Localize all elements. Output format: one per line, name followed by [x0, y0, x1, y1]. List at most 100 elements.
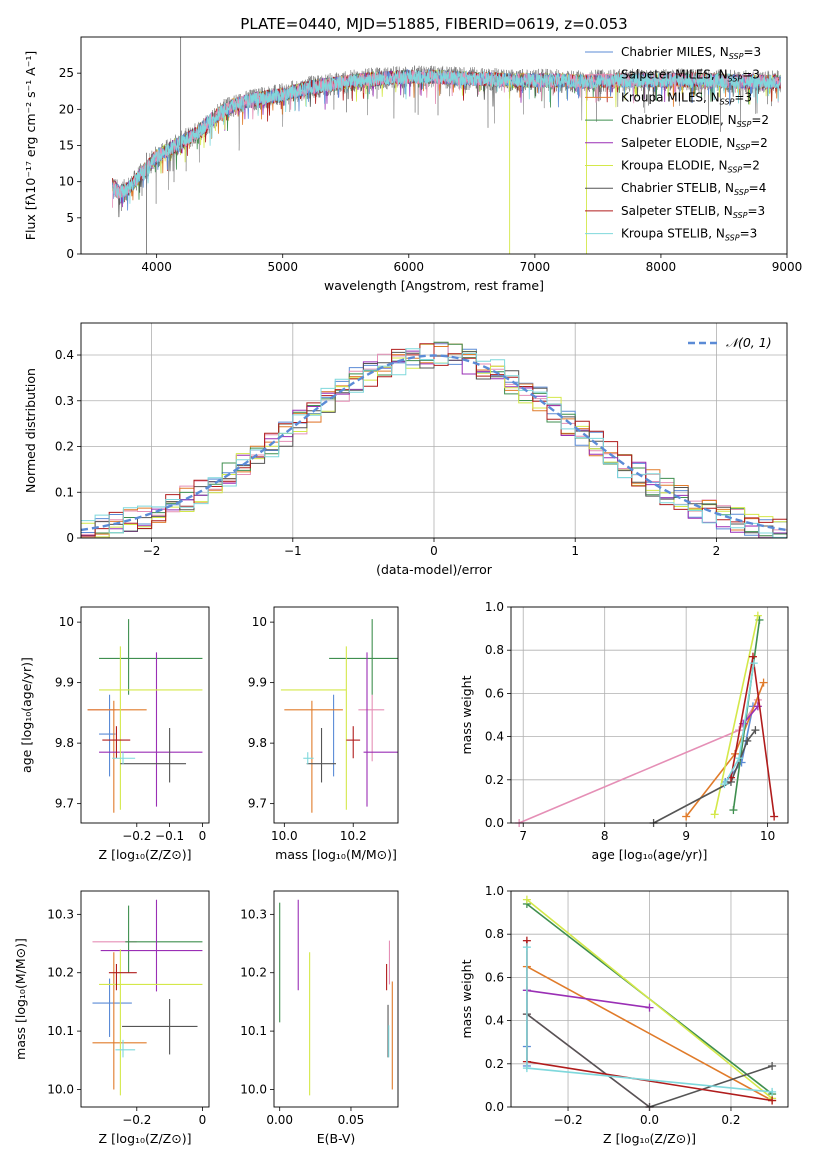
- legend-sub: SSP: [735, 143, 750, 152]
- legend-text: Chabrier STELIB, N: [621, 181, 734, 195]
- y-tick-label: 0.0: [485, 816, 504, 830]
- weight-line-salp_miles: [518, 699, 759, 824]
- x-tick-label: 8000: [646, 260, 677, 274]
- x-tick-label: 0: [430, 544, 438, 558]
- y-tick-label: 0.8: [485, 643, 504, 657]
- y-tick-label: 0: [66, 247, 74, 261]
- x-tick-label: 0.2: [721, 1113, 740, 1127]
- x-tick-label: 8: [601, 829, 609, 843]
- axes-frame: [510, 606, 789, 824]
- residual-legend: 𝒩(0, 1): [688, 335, 772, 350]
- x-axis-label: mass [log₁₀(M/M⊙)]: [275, 847, 397, 862]
- axes-frame: [80, 890, 210, 1108]
- y-tick-label: 10: [59, 175, 74, 189]
- y-tick-label: 1.0: [485, 884, 504, 898]
- y-tick-label: 0.2: [485, 773, 504, 787]
- x-axis-label: E(B-V): [317, 1131, 356, 1146]
- x-tick-label: 10: [760, 829, 775, 843]
- x-tick-label: 0.05: [338, 1113, 365, 1127]
- y-tick-label: 0.4: [485, 730, 504, 744]
- errorbars-age_vs_mass: [280, 619, 398, 813]
- axes-frame: [273, 890, 399, 1108]
- x-tick-label: 1: [571, 544, 579, 558]
- legend-entry-salp_miles: Salpeter MILES, NSSP=3: [621, 68, 760, 84]
- y-tick-label: 0.8: [485, 927, 504, 941]
- legend-eq: =3: [740, 227, 758, 241]
- y-tick-label: 0.6: [485, 970, 504, 984]
- x-tick-label: 2: [713, 544, 721, 558]
- y-tick-label: 10.0: [47, 1082, 74, 1096]
- legend-eq: =3: [734, 90, 752, 104]
- legend-entry-krou_elodie: Kroupa ELODIE, NSSP=2: [621, 159, 760, 175]
- legend-text: Salpeter MILES, N: [621, 68, 728, 82]
- weight-lines-weight_vs_Z: [522, 895, 777, 1111]
- legend-sub: SSP: [737, 120, 752, 129]
- x-tick-label: −0.2: [553, 1113, 582, 1127]
- y-tick-label: 1.0: [485, 600, 504, 614]
- y-tick-label: 9.8: [248, 736, 267, 750]
- legend-entry-krou_stelib: Kroupa STELIB, NSSP=3: [621, 227, 757, 243]
- legend-text: Chabrier MILES, N: [621, 45, 729, 59]
- y-tick-label: 0.1: [55, 485, 74, 499]
- legend-entry-normal: 𝒩(0, 1): [726, 335, 772, 350]
- x-tick-label: −0.2: [122, 1113, 151, 1127]
- x-tick-label: 7: [519, 829, 527, 843]
- y-tick-label: 9.7: [55, 797, 74, 811]
- legend-sub: SSP: [729, 52, 744, 61]
- x-tick-label: 0.00: [266, 1113, 293, 1127]
- y-tick-label: 0.6: [485, 686, 504, 700]
- axes-frame: [273, 606, 399, 824]
- y-tick-label: 0.2: [55, 440, 74, 454]
- legend-entry-chab_stelib: Chabrier STELIB, NSSP=4: [621, 181, 766, 197]
- y-tick-label: 0.2: [485, 1057, 504, 1071]
- x-axis-label: Z [log₁₀(Z/Z⊙)]: [603, 1131, 696, 1146]
- axes-weight_vs_Z: −0.2 0.0 0.2 0.0 0.2 0.4 0.6 0.8 1.0 Z [log₁₀(Z/Z…: [459, 884, 788, 1146]
- x-tick-label: 10.0: [271, 829, 298, 843]
- legend-sub: SSP: [728, 75, 743, 84]
- axes-frame: [80, 322, 788, 539]
- y-tick-label: 5: [66, 211, 74, 225]
- legend-eq: =3: [747, 204, 765, 218]
- legend-sub: SSP: [734, 188, 749, 197]
- y-tick-label: 10.1: [47, 1024, 74, 1038]
- legend-entry-chab_elodie: Chabrier ELODIE, NSSP=2: [621, 113, 769, 129]
- y-tick-label: 0.4: [485, 1014, 504, 1028]
- y-axis-label: age [log₁₀(age/yr)]: [19, 657, 34, 773]
- weight-line-krou_miles: [685, 682, 765, 817]
- residual-hist-krou_stelib: [81, 348, 787, 538]
- legend-entry-krou_miles: Kroupa MILES, NSSP=3: [621, 90, 752, 106]
- weight-line-krou_miles: [526, 965, 773, 1102]
- y-axis-label: mass weight: [459, 959, 474, 1038]
- normal-curve: [81, 354, 787, 532]
- weight-line-salp_elodie: [526, 989, 650, 1009]
- x-tick-label: −0.2: [122, 829, 151, 843]
- residual-hists: [81, 341, 787, 538]
- axes-mass_vs_Z: −0.2 0 10.0 10.1 10.2 10.3 Z [log₁₀(Z/Z⊙)] mass…: [13, 907, 206, 1146]
- axes-mass_vs_ebv: 0.00 0.05 10.0 10.1 10.2 10.3 E(B-V): [240, 907, 364, 1146]
- x-axis-label: Z [log₁₀(Z/Z⊙)]: [99, 1131, 192, 1146]
- legend-entry-chab_miles: Chabrier MILES, NSSP=3: [621, 45, 761, 61]
- y-tick-label: 10.2: [47, 966, 74, 980]
- legend-sub: SSP: [720, 97, 735, 106]
- y-tick-label: 9.7: [248, 797, 267, 811]
- legend-text: Kroupa MILES, N: [621, 90, 720, 104]
- y-tick-label: 9.9: [55, 676, 74, 690]
- legend-eq: =2: [750, 136, 768, 150]
- axes-residuals: −2 −1 0 1 2 0 0.1 0.2 0.3 0.4 (data-model)/error No…: [23, 323, 787, 577]
- spectrum-model-krou_stelib: [112, 69, 781, 204]
- y-tick-label: 9.9: [248, 676, 267, 690]
- y-tick-label: 10.0: [240, 1082, 267, 1096]
- legend-text: Salpeter STELIB, N: [621, 204, 733, 218]
- x-tick-label: 0: [199, 829, 207, 843]
- legend-text: Kroupa STELIB, N: [621, 227, 725, 241]
- legend-eq: =3: [742, 68, 760, 82]
- errorbars-age_vs_Z: [87, 619, 203, 813]
- legend-entry-salp_stelib: Salpeter STELIB, NSSP=3: [621, 204, 765, 220]
- spectrum-lines: [112, 37, 781, 254]
- x-tick-label: 9: [682, 829, 690, 843]
- x-tick-label: −1: [284, 544, 302, 558]
- x-tick-label: 6000: [394, 260, 425, 274]
- legend-sub: SSP: [728, 166, 743, 175]
